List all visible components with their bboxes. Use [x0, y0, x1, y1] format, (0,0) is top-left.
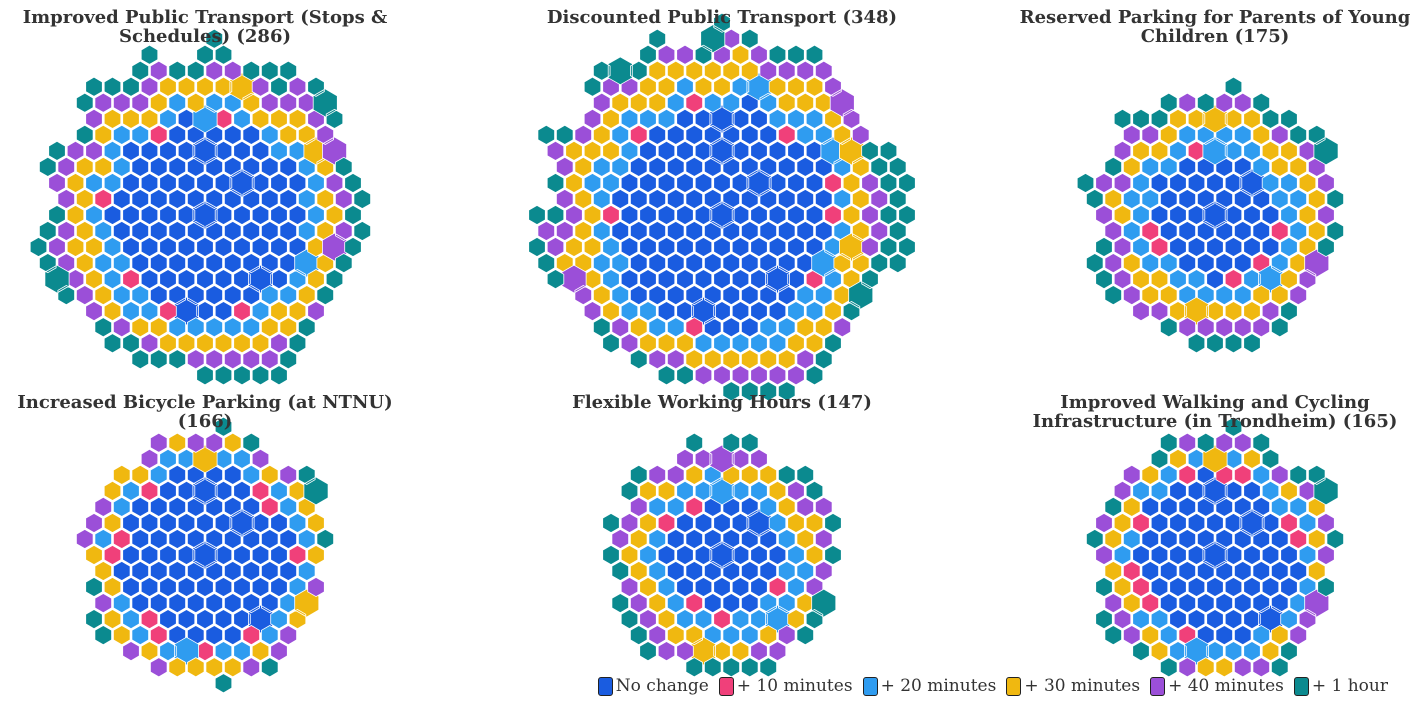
hex-group — [29, 28, 371, 386]
legend-swatch — [1293, 676, 1309, 696]
legend-swatch — [1006, 676, 1022, 696]
hex-group — [1076, 76, 1344, 354]
hex-group — [1104, 444, 1326, 678]
legend-item: No change — [597, 676, 709, 696]
legend: No change + 10 minutes + 20 minutes + 30 mi… — [597, 676, 1388, 696]
hex-group — [48, 60, 353, 370]
legend-label: + 20 minutes — [880, 676, 997, 696]
legend-label: No change — [615, 676, 709, 696]
legend-swatch — [1150, 676, 1166, 696]
hex-group — [602, 92, 842, 338]
legend-label: + 1 hour — [1311, 676, 1388, 696]
legend-item: + 20 minutes — [862, 676, 997, 696]
hex-group — [85, 92, 325, 338]
hex-group — [1132, 464, 1307, 646]
legend-label: + 30 minutes — [1024, 676, 1141, 696]
chart-title: Improved Public Transport (Stops & Sched… — [22, 7, 388, 47]
legend-label: + 40 minutes — [1168, 676, 1284, 696]
hex-group — [1086, 416, 1344, 678]
hex-group — [1104, 104, 1326, 326]
hex-group — [583, 72, 851, 354]
hex-group — [94, 448, 316, 666]
hex-group — [76, 432, 325, 678]
hex-group — [611, 92, 833, 338]
hex-group — [1095, 432, 1335, 678]
chart-title: Reserved Parking for Parents of Young Ch… — [1019, 7, 1411, 47]
legend-item: + 10 minutes — [718, 676, 853, 696]
chart-title: Flexible Working Hours (147) — [572, 392, 872, 413]
hex-group — [639, 464, 814, 646]
legend-swatch — [597, 676, 613, 696]
hex-group — [85, 432, 325, 678]
legend-item: + 40 minutes — [1150, 676, 1284, 696]
hex-group — [103, 108, 307, 326]
hex-group — [103, 480, 307, 662]
legend-label: + 10 minutes — [736, 676, 853, 696]
chart-title: Discounted Public Transport (348) — [546, 7, 898, 28]
legend-swatch — [718, 676, 734, 696]
hex-group — [1113, 448, 1317, 666]
hex-group — [1150, 156, 1280, 290]
hex-group — [657, 496, 787, 630]
hex-group — [1095, 92, 1335, 338]
hex-group — [556, 44, 870, 370]
hex-group — [113, 464, 297, 646]
hex-group — [602, 432, 842, 678]
hex-group — [66, 72, 344, 354]
hex-group — [537, 28, 888, 386]
chart-title: Improved Walking and Cycling Infrastruct… — [1032, 392, 1398, 432]
legend-item: + 30 minutes — [1006, 676, 1140, 696]
chart-title: Increased Bicycle Parking (at NTNU) (166… — [17, 392, 393, 432]
hex-group — [620, 464, 824, 666]
hex-group — [85, 416, 334, 694]
legend-swatch — [862, 676, 878, 696]
hex-group — [657, 496, 787, 614]
hex-group — [94, 108, 251, 322]
hex-group — [528, 12, 916, 402]
legend-item: + 1 hour — [1293, 676, 1388, 696]
